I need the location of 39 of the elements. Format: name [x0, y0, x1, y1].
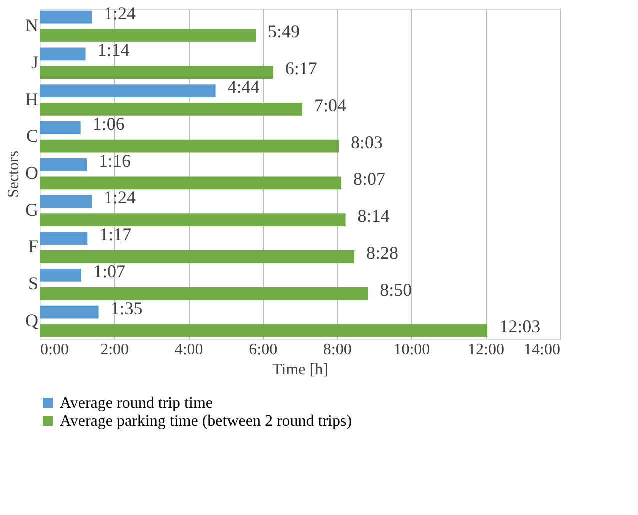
data-label: 8:28 — [366, 242, 399, 263]
x-tick-label: 10:00 — [394, 342, 430, 358]
data-label: 8:50 — [380, 280, 412, 300]
x-tick-label: 14:00 — [524, 342, 560, 358]
y-tick-label: J — [31, 52, 38, 72]
data-label: 4:44 — [228, 77, 260, 98]
x-tick-label: 0:00 — [40, 342, 69, 358]
y-tick-label: N — [26, 16, 38, 36]
data-label: 1:16 — [99, 150, 132, 171]
x-tick-label: 6:00 — [249, 342, 278, 358]
data-label: 1:17 — [100, 224, 132, 245]
data-label: 1:24 — [104, 188, 136, 208]
x-tick-label: 4:00 — [174, 342, 204, 358]
y-tick-label: F — [28, 236, 38, 257]
x-tick-label: 12:00 — [468, 342, 504, 358]
y-tick-label: Q — [26, 310, 38, 330]
x-tick-label: 8:00 — [323, 342, 352, 358]
y-tick-label: C — [26, 126, 38, 146]
data-label: 1:24 — [104, 3, 136, 24]
y-tick-label: G — [26, 200, 38, 220]
data-label: 1:35 — [110, 298, 143, 318]
data-label: 7:04 — [314, 95, 347, 116]
y-axis-title: Sectors — [6, 150, 22, 198]
legend-label: Average round trip time — [60, 395, 213, 412]
data-label: 1:06 — [92, 114, 125, 134]
legend-label: Average parking time (between 2 round trips) — [60, 413, 352, 430]
data-label: 1:07 — [93, 261, 126, 282]
data-label: 1:14 — [98, 40, 130, 60]
x-axis-title: Time [h] — [272, 362, 328, 378]
y-tick-label: H — [26, 89, 38, 110]
data-label: 8:14 — [358, 206, 390, 226]
data-label: 5:49 — [268, 22, 300, 42]
x-tick-label: 2:00 — [100, 342, 130, 358]
y-tick-label: O — [26, 163, 38, 183]
data-label: 6:17 — [285, 58, 318, 79]
data-label: 8:07 — [353, 169, 386, 190]
data-label: 12:03 — [500, 316, 541, 337]
y-tick-label: S — [28, 274, 38, 294]
data-label: 8:03 — [351, 132, 384, 152]
